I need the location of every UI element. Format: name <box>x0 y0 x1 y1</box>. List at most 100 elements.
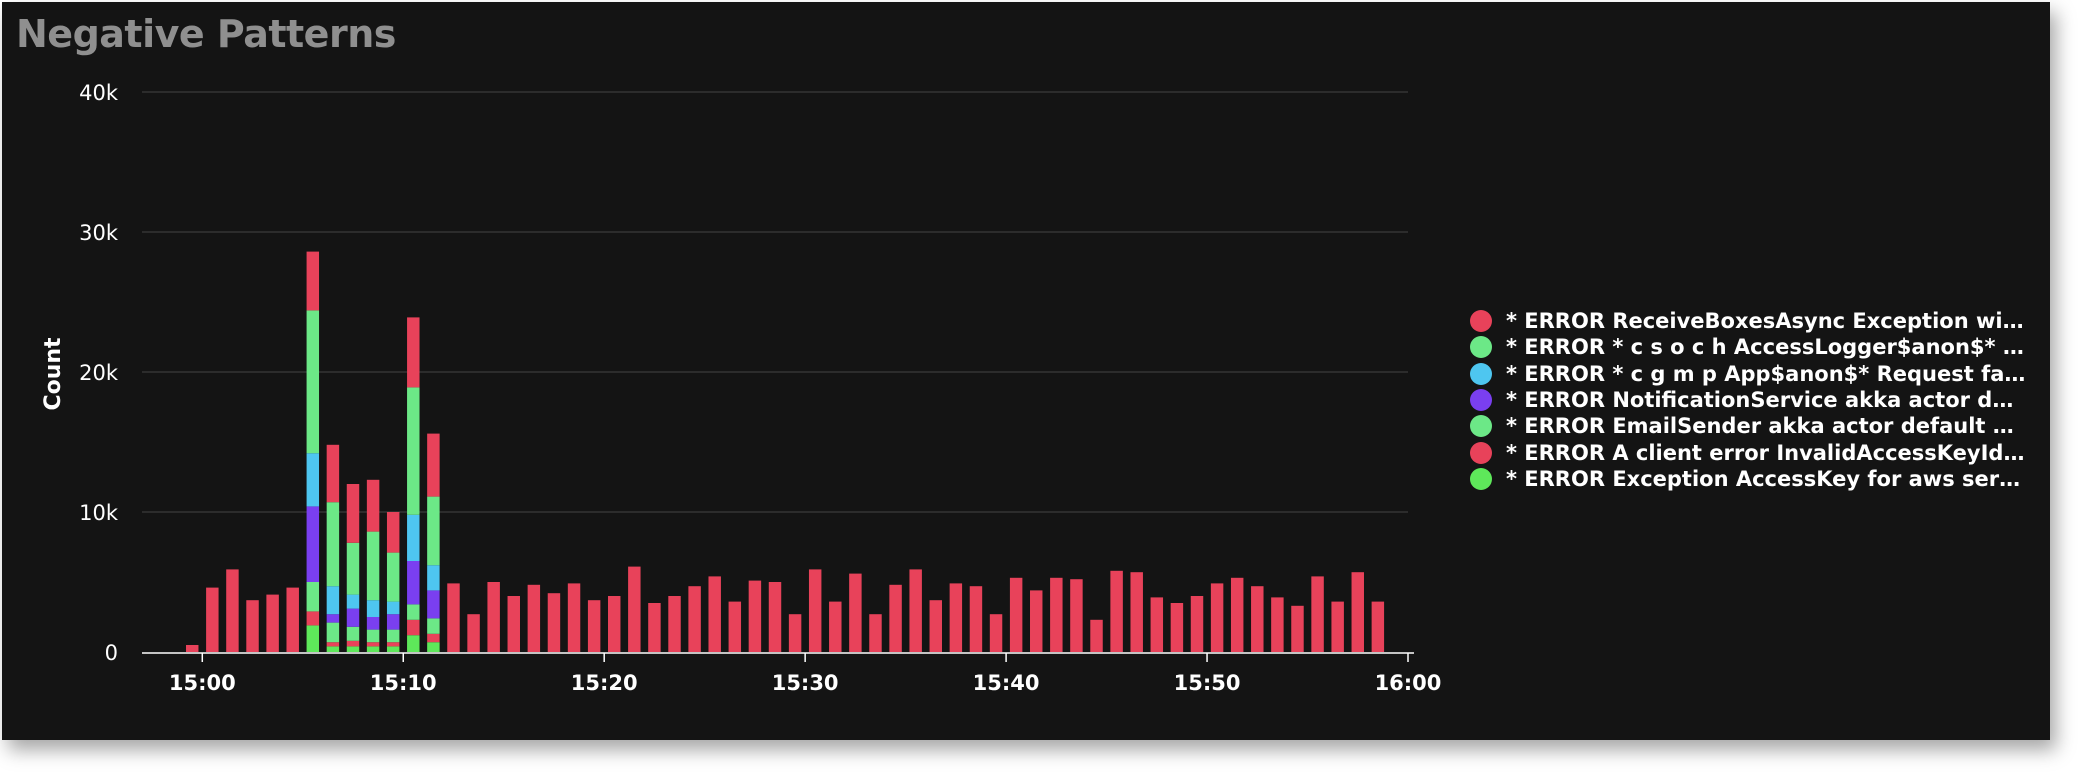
legend-item[interactable]: * ERROR NotificationService akka actor d… <box>1470 387 2030 413</box>
bar-segment[interactable] <box>366 642 380 647</box>
bar-segment[interactable] <box>708 576 721 652</box>
legend-item[interactable]: * ERROR Exception AccessKey for aws serv… <box>1470 466 2030 492</box>
bar-segment[interactable] <box>467 614 480 652</box>
bar-segment[interactable] <box>326 642 340 647</box>
legend-item[interactable]: * ERROR * c s o c h AccessLogger$anon$* … <box>1470 334 2030 360</box>
bar-segment[interactable] <box>1210 583 1224 652</box>
bar-segment[interactable] <box>407 317 420 388</box>
bar-segment[interactable] <box>326 502 340 587</box>
bar-segment[interactable] <box>366 617 380 630</box>
bar-segment[interactable] <box>487 582 500 652</box>
bar-segment[interactable] <box>326 622 340 643</box>
bar-segment[interactable] <box>929 600 942 652</box>
bar-segment[interactable] <box>969 586 983 652</box>
bar-segment[interactable] <box>628 566 641 652</box>
bar-segment[interactable] <box>1070 579 1083 652</box>
bar-segment[interactable] <box>386 512 400 553</box>
bar-segment[interactable] <box>427 433 440 497</box>
bar-segment[interactable] <box>788 614 802 652</box>
bar-segment[interactable] <box>427 618 440 634</box>
bar-segment[interactable] <box>246 600 259 652</box>
bar-segment[interactable] <box>1371 601 1385 652</box>
bar-segment[interactable] <box>306 582 320 612</box>
bar-segment[interactable] <box>1351 572 1364 652</box>
bar-segment[interactable] <box>1050 577 1063 652</box>
bar-segment[interactable] <box>346 646 360 652</box>
bar-segment[interactable] <box>889 584 902 652</box>
bar-segment[interactable] <box>849 573 862 652</box>
bar-segment[interactable] <box>1271 597 1284 652</box>
bar-segment[interactable] <box>1130 572 1143 652</box>
bar-segment[interactable] <box>949 583 963 652</box>
bar-segment[interactable] <box>447 583 460 652</box>
bar-segment[interactable] <box>909 569 922 652</box>
bar-segment[interactable] <box>306 310 320 454</box>
bar-segment[interactable] <box>1009 577 1023 652</box>
bar-segment[interactable] <box>507 596 520 652</box>
bar-segment[interactable] <box>587 600 601 652</box>
bar-segment[interactable] <box>306 506 320 582</box>
bar-segment[interactable] <box>768 582 782 652</box>
bar-segment[interactable] <box>346 542 360 595</box>
bar-segment[interactable] <box>427 590 440 619</box>
bar-segment[interactable] <box>728 601 742 652</box>
bar-segment[interactable] <box>346 640 360 647</box>
bar-segment[interactable] <box>346 484 360 543</box>
bar-segment[interactable] <box>427 496 440 566</box>
bar-segment[interactable] <box>366 479 380 532</box>
bar-segment[interactable] <box>386 614 400 630</box>
bar-segment[interactable] <box>346 608 360 627</box>
bar-segment[interactable] <box>386 601 400 615</box>
bar-segment[interactable] <box>366 531 380 601</box>
bar-segment[interactable] <box>386 646 400 652</box>
bar-segment[interactable] <box>326 646 340 652</box>
bar-segment[interactable] <box>346 626 360 641</box>
bar-segment[interactable] <box>407 604 420 620</box>
bar-segment[interactable] <box>306 611 320 626</box>
legend-item[interactable]: * ERROR EmailSender akka actor default d… <box>1470 413 2030 439</box>
legend-item[interactable]: * ERROR A client error InvalidAccessKeyI… <box>1470 439 2030 465</box>
bar-segment[interactable] <box>1311 576 1324 652</box>
bar-segment[interactable] <box>1110 570 1123 652</box>
legend-item[interactable]: * ERROR ReceiveBoxesAsync Exception wit.… <box>1470 308 2030 334</box>
bar-segment[interactable] <box>326 586 340 615</box>
bar-segment[interactable] <box>326 614 340 623</box>
bar-segment[interactable] <box>427 642 440 652</box>
bar-segment[interactable] <box>1090 619 1103 652</box>
bar-segment[interactable] <box>648 603 661 652</box>
bar-segment[interactable] <box>326 444 340 503</box>
bar-segment[interactable] <box>366 600 380 617</box>
bar-segment[interactable] <box>407 635 420 652</box>
bar-segment[interactable] <box>386 629 400 643</box>
bar-segment[interactable] <box>989 614 1003 652</box>
bar-segment[interactable] <box>869 614 882 652</box>
bar-segment[interactable] <box>386 552 400 602</box>
bar-segment[interactable] <box>748 580 762 652</box>
bar-segment[interactable] <box>427 633 440 643</box>
bar-segment[interactable] <box>346 594 360 609</box>
bar-segment[interactable] <box>407 387 420 515</box>
bar-segment[interactable] <box>366 646 380 652</box>
bar-segment[interactable] <box>386 642 400 647</box>
bar-segment[interactable] <box>206 587 219 652</box>
bar-segment[interactable] <box>306 251 320 311</box>
bar-segment[interactable] <box>1251 586 1264 652</box>
bar-segment[interactable] <box>286 587 299 652</box>
bar-segment[interactable] <box>266 594 279 652</box>
bar-segment[interactable] <box>527 584 541 652</box>
bar-segment[interactable] <box>668 596 681 652</box>
bar-segment[interactable] <box>1331 601 1344 652</box>
bar-segment[interactable] <box>306 625 320 652</box>
bar-segment[interactable] <box>1030 590 1043 652</box>
bar-segment[interactable] <box>186 645 199 652</box>
bar-segment[interactable] <box>407 514 420 561</box>
bar-segment[interactable] <box>547 593 561 652</box>
bar-segment[interactable] <box>688 586 701 652</box>
bar-segment[interactable] <box>808 569 822 652</box>
bar-segment[interactable] <box>608 596 621 652</box>
bar-segment[interactable] <box>1190 596 1204 652</box>
bar-segment[interactable] <box>427 565 440 591</box>
bar-segment[interactable] <box>407 619 420 636</box>
bar-segment[interactable] <box>366 629 380 643</box>
legend-item[interactable]: * ERROR * c g m p App$anon$* Request fai… <box>1470 361 2030 387</box>
